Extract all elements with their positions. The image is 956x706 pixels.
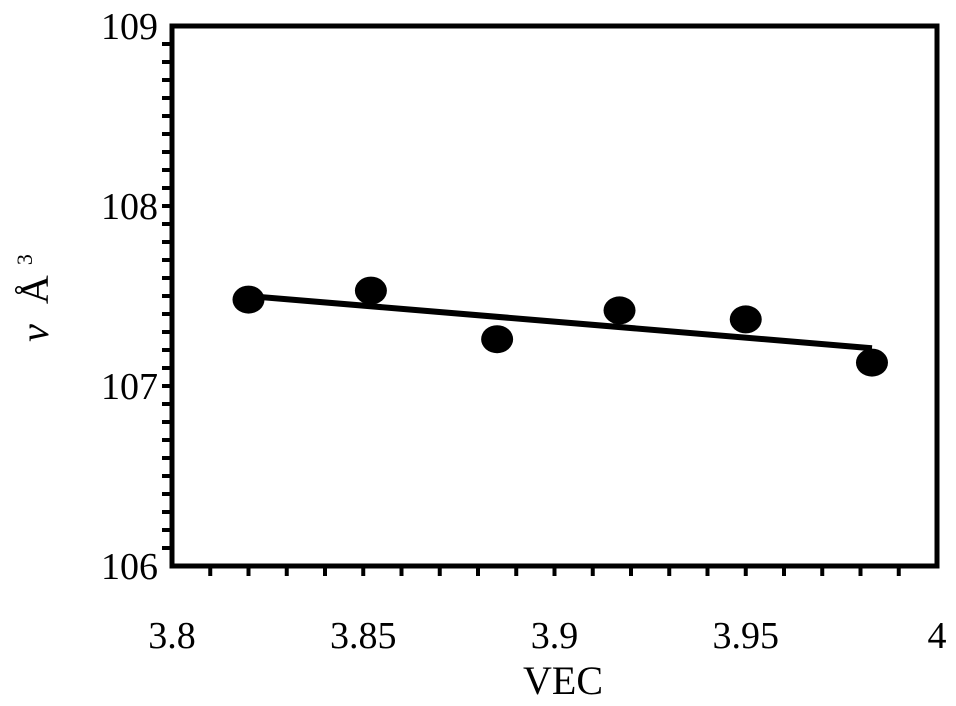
data-point: [481, 325, 514, 354]
data-point: [232, 285, 265, 314]
svg-text:v Å 3: v Å 3: [12, 254, 57, 342]
y-tick-label: 106: [101, 546, 158, 588]
x-tick-label: 3.95: [713, 615, 780, 657]
x-axis-title: VEC: [523, 658, 603, 703]
data-point: [855, 348, 888, 377]
y-axis-title-exponent: 3: [12, 254, 37, 265]
data-point: [603, 296, 636, 325]
data-point: [729, 305, 762, 334]
x-tick-labels: 3.8 3.85 3.9 3.95 4: [148, 615, 946, 657]
trendline: [248, 293, 873, 352]
x-tick-label: 4: [928, 615, 947, 657]
y-tick-label: 108: [101, 186, 158, 228]
y-axis-title-unit: Å: [12, 275, 57, 304]
y-tick-label: 109: [101, 6, 158, 48]
y-axis-title: v Å 3: [12, 254, 57, 342]
data-point: [354, 276, 387, 305]
y-axis-title-symbol: v: [12, 324, 57, 342]
x-tick-label: 3.8: [148, 615, 196, 657]
data-points: [232, 276, 888, 377]
plot-frame: [169, 23, 940, 569]
x-tick-label: 3.85: [330, 615, 397, 657]
x-tick-label: 3.9: [531, 615, 579, 657]
y-tick-label: 107: [101, 366, 158, 408]
minor-ticks: [162, 42, 901, 576]
y-tick-labels: 106 107 108 109: [101, 6, 158, 588]
